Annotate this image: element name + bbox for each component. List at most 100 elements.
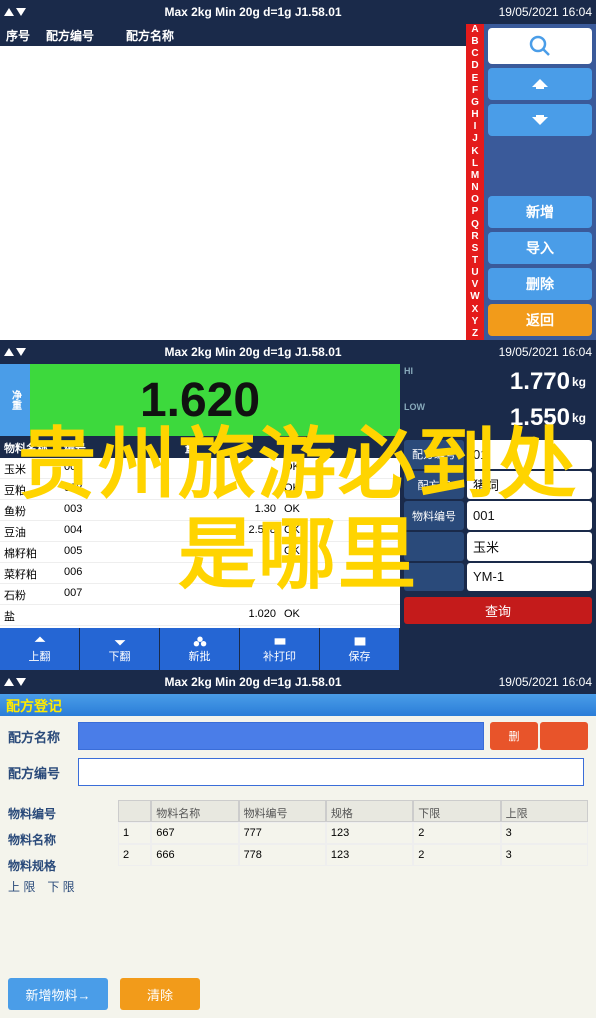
table-row[interactable]: 菜籽粕006 — [0, 563, 400, 584]
letter-P[interactable]: P — [466, 206, 484, 218]
recipe-list-screen: Max 2kg Min 20g d=1g J1.58.01 19/05/2021… — [0, 0, 596, 340]
table-row[interactable]: 鱼粉0031.30OK — [0, 500, 400, 521]
info-row: 配方编号01 — [404, 440, 592, 469]
letter-T[interactable]: T — [466, 255, 484, 267]
letter-N[interactable]: N — [466, 182, 484, 194]
letter-Y[interactable]: Y — [466, 316, 484, 328]
topbar-1: Max 2kg Min 20g d=1g J1.58.01 19/05/2021… — [0, 0, 596, 24]
letter-F[interactable]: F — [466, 85, 484, 97]
info-row: YM-1 — [404, 563, 592, 592]
delete-button[interactable]: 删除 — [488, 268, 592, 300]
back-button[interactable]: 返回 — [488, 304, 592, 336]
form-delete-button[interactable]: 删 — [490, 722, 538, 750]
recipe-table-header: 序号 配方编号 配方名称 — [0, 24, 466, 46]
info-row: 物料编号001 — [404, 501, 592, 530]
letter-Z[interactable]: Z — [466, 328, 484, 340]
recipe-register-screen: Max 2kg Min 20g d=1g J1.58.01 19/05/2021… — [0, 670, 596, 1018]
save-icon — [351, 634, 369, 648]
letter-W[interactable]: W — [466, 291, 484, 303]
letter-K[interactable]: K — [466, 146, 484, 158]
table-row[interactable]: 166777712323 — [118, 822, 588, 844]
search-icon — [528, 34, 552, 58]
print-icon — [271, 634, 289, 648]
letter-D[interactable]: D — [466, 60, 484, 72]
table-row[interactable]: 玉米001OK — [0, 458, 400, 479]
form-action-button[interactable] — [540, 722, 588, 750]
letter-A[interactable]: A — [466, 24, 484, 36]
col-recipe-name: 配方名称 — [120, 24, 180, 46]
weight-display: 净重 1.620 — [0, 364, 400, 436]
topbar-3: Max 2kg Min 20g d=1g J1.58.01 19/05/2021… — [0, 670, 596, 694]
import-button[interactable]: 导入 — [488, 232, 592, 264]
add-material-button[interactable]: 新增物料→ — [8, 978, 108, 1010]
lower-limit-label: 下 限 — [47, 878, 74, 895]
clear-button[interactable]: 清除 — [120, 978, 200, 1010]
letter-E[interactable]: E — [466, 73, 484, 85]
recipe-list[interactable] — [0, 46, 466, 340]
mat-spec-label: 物料规格 — [8, 852, 118, 878]
save-button[interactable]: 保存 — [320, 628, 400, 670]
letter-B[interactable]: B — [466, 36, 484, 48]
table-row[interactable]: 266677812323 — [118, 844, 588, 866]
info-row: 玉米 — [404, 532, 592, 561]
material-grid-header: 物料名称物料编号规格下限上限 — [118, 800, 588, 822]
status-text: Max 2kg Min 20g d=1g J1.58.01 — [44, 5, 462, 19]
letter-Q[interactable]: Q — [466, 219, 484, 231]
page-down-button[interactable]: 下翻 — [80, 628, 160, 670]
query-button[interactable]: 查询 — [404, 597, 592, 624]
letter-G[interactable]: G — [466, 97, 484, 109]
letter-S[interactable]: S — [466, 243, 484, 255]
letter-H[interactable]: H — [466, 109, 484, 121]
page-up-button[interactable]: 上翻 — [0, 628, 80, 670]
recipe-name-label: 配方名称 — [8, 727, 78, 746]
recipe-code-input[interactable] — [78, 758, 584, 786]
table-row[interactable]: 豆油0042.508OK — [0, 521, 400, 542]
letter-C[interactable]: C — [466, 48, 484, 60]
letter-J[interactable]: J — [466, 133, 484, 145]
net-label: 净重 — [0, 364, 30, 436]
col-recipe-no: 配方编号 — [40, 24, 120, 46]
up-icon — [31, 634, 49, 648]
letter-U[interactable]: U — [466, 267, 484, 279]
add-button[interactable]: 新增 — [488, 196, 592, 228]
material-table-header: 物料名称 编号 量 — [0, 436, 400, 458]
table-row[interactable]: 盐1.020OK — [0, 605, 400, 626]
upper-limit-label: 上 限 — [8, 878, 35, 895]
mat-code-label: 物料编号 — [8, 800, 118, 826]
sidebar: 新增 导入 删除 返回 — [484, 24, 596, 340]
recipe-name-input[interactable] — [78, 722, 484, 750]
info-row: 配方称猪饲 — [404, 471, 592, 500]
lo-limit: LOW 1.550kg — [400, 400, 596, 436]
weight-value: 1.620 — [140, 373, 260, 428]
recipe-register-title: 配方登记 — [0, 694, 596, 716]
letter-index[interactable]: ABCDEFGHIJKLMNOPQRSTUVWXYZ — [466, 24, 484, 340]
scroll-down-button[interactable] — [488, 104, 592, 136]
weighing-screen: Max 2kg Min 20g d=1g J1.58.01 19/05/2021… — [0, 340, 596, 670]
letter-X[interactable]: X — [466, 304, 484, 316]
batch-icon — [191, 634, 209, 648]
topbar-2: Max 2kg Min 20g d=1g J1.58.01 19/05/2021… — [0, 340, 596, 364]
reprint-button[interactable]: 补打印 — [240, 628, 320, 670]
mat-name-label: 物料名称 — [8, 826, 118, 852]
material-grid-body: 166777712323266677812323 — [118, 822, 588, 866]
letter-I[interactable]: I — [466, 121, 484, 133]
arrow-down-icon — [530, 113, 550, 127]
recipe-code-label: 配方编号 — [8, 763, 78, 782]
letter-L[interactable]: L — [466, 158, 484, 170]
table-row[interactable]: 豆粕002OK — [0, 479, 400, 500]
datetime: 19/05/2021 16:04 — [462, 5, 592, 19]
letter-R[interactable]: R — [466, 231, 484, 243]
material-table: 物料名称 编号 量 玉米001OK豆粕002OK鱼粉0031.30OK豆油004… — [0, 436, 400, 628]
col-seq: 序号 — [0, 24, 40, 46]
new-batch-button[interactable]: 新批 — [160, 628, 240, 670]
arrow-up-icon — [530, 77, 550, 91]
letter-O[interactable]: O — [466, 194, 484, 206]
info-panel: 配方编号01配方称猪饲物料编号001玉米YM-1 查询 — [400, 436, 596, 628]
letter-V[interactable]: V — [466, 279, 484, 291]
search-button[interactable] — [488, 28, 592, 64]
letter-M[interactable]: M — [466, 170, 484, 182]
scroll-up-button[interactable] — [488, 68, 592, 100]
table-row[interactable]: 棉籽粕005OK — [0, 542, 400, 563]
table-row[interactable]: 石粉007 — [0, 584, 400, 605]
hi-limit: HI 1.770kg — [400, 364, 596, 400]
